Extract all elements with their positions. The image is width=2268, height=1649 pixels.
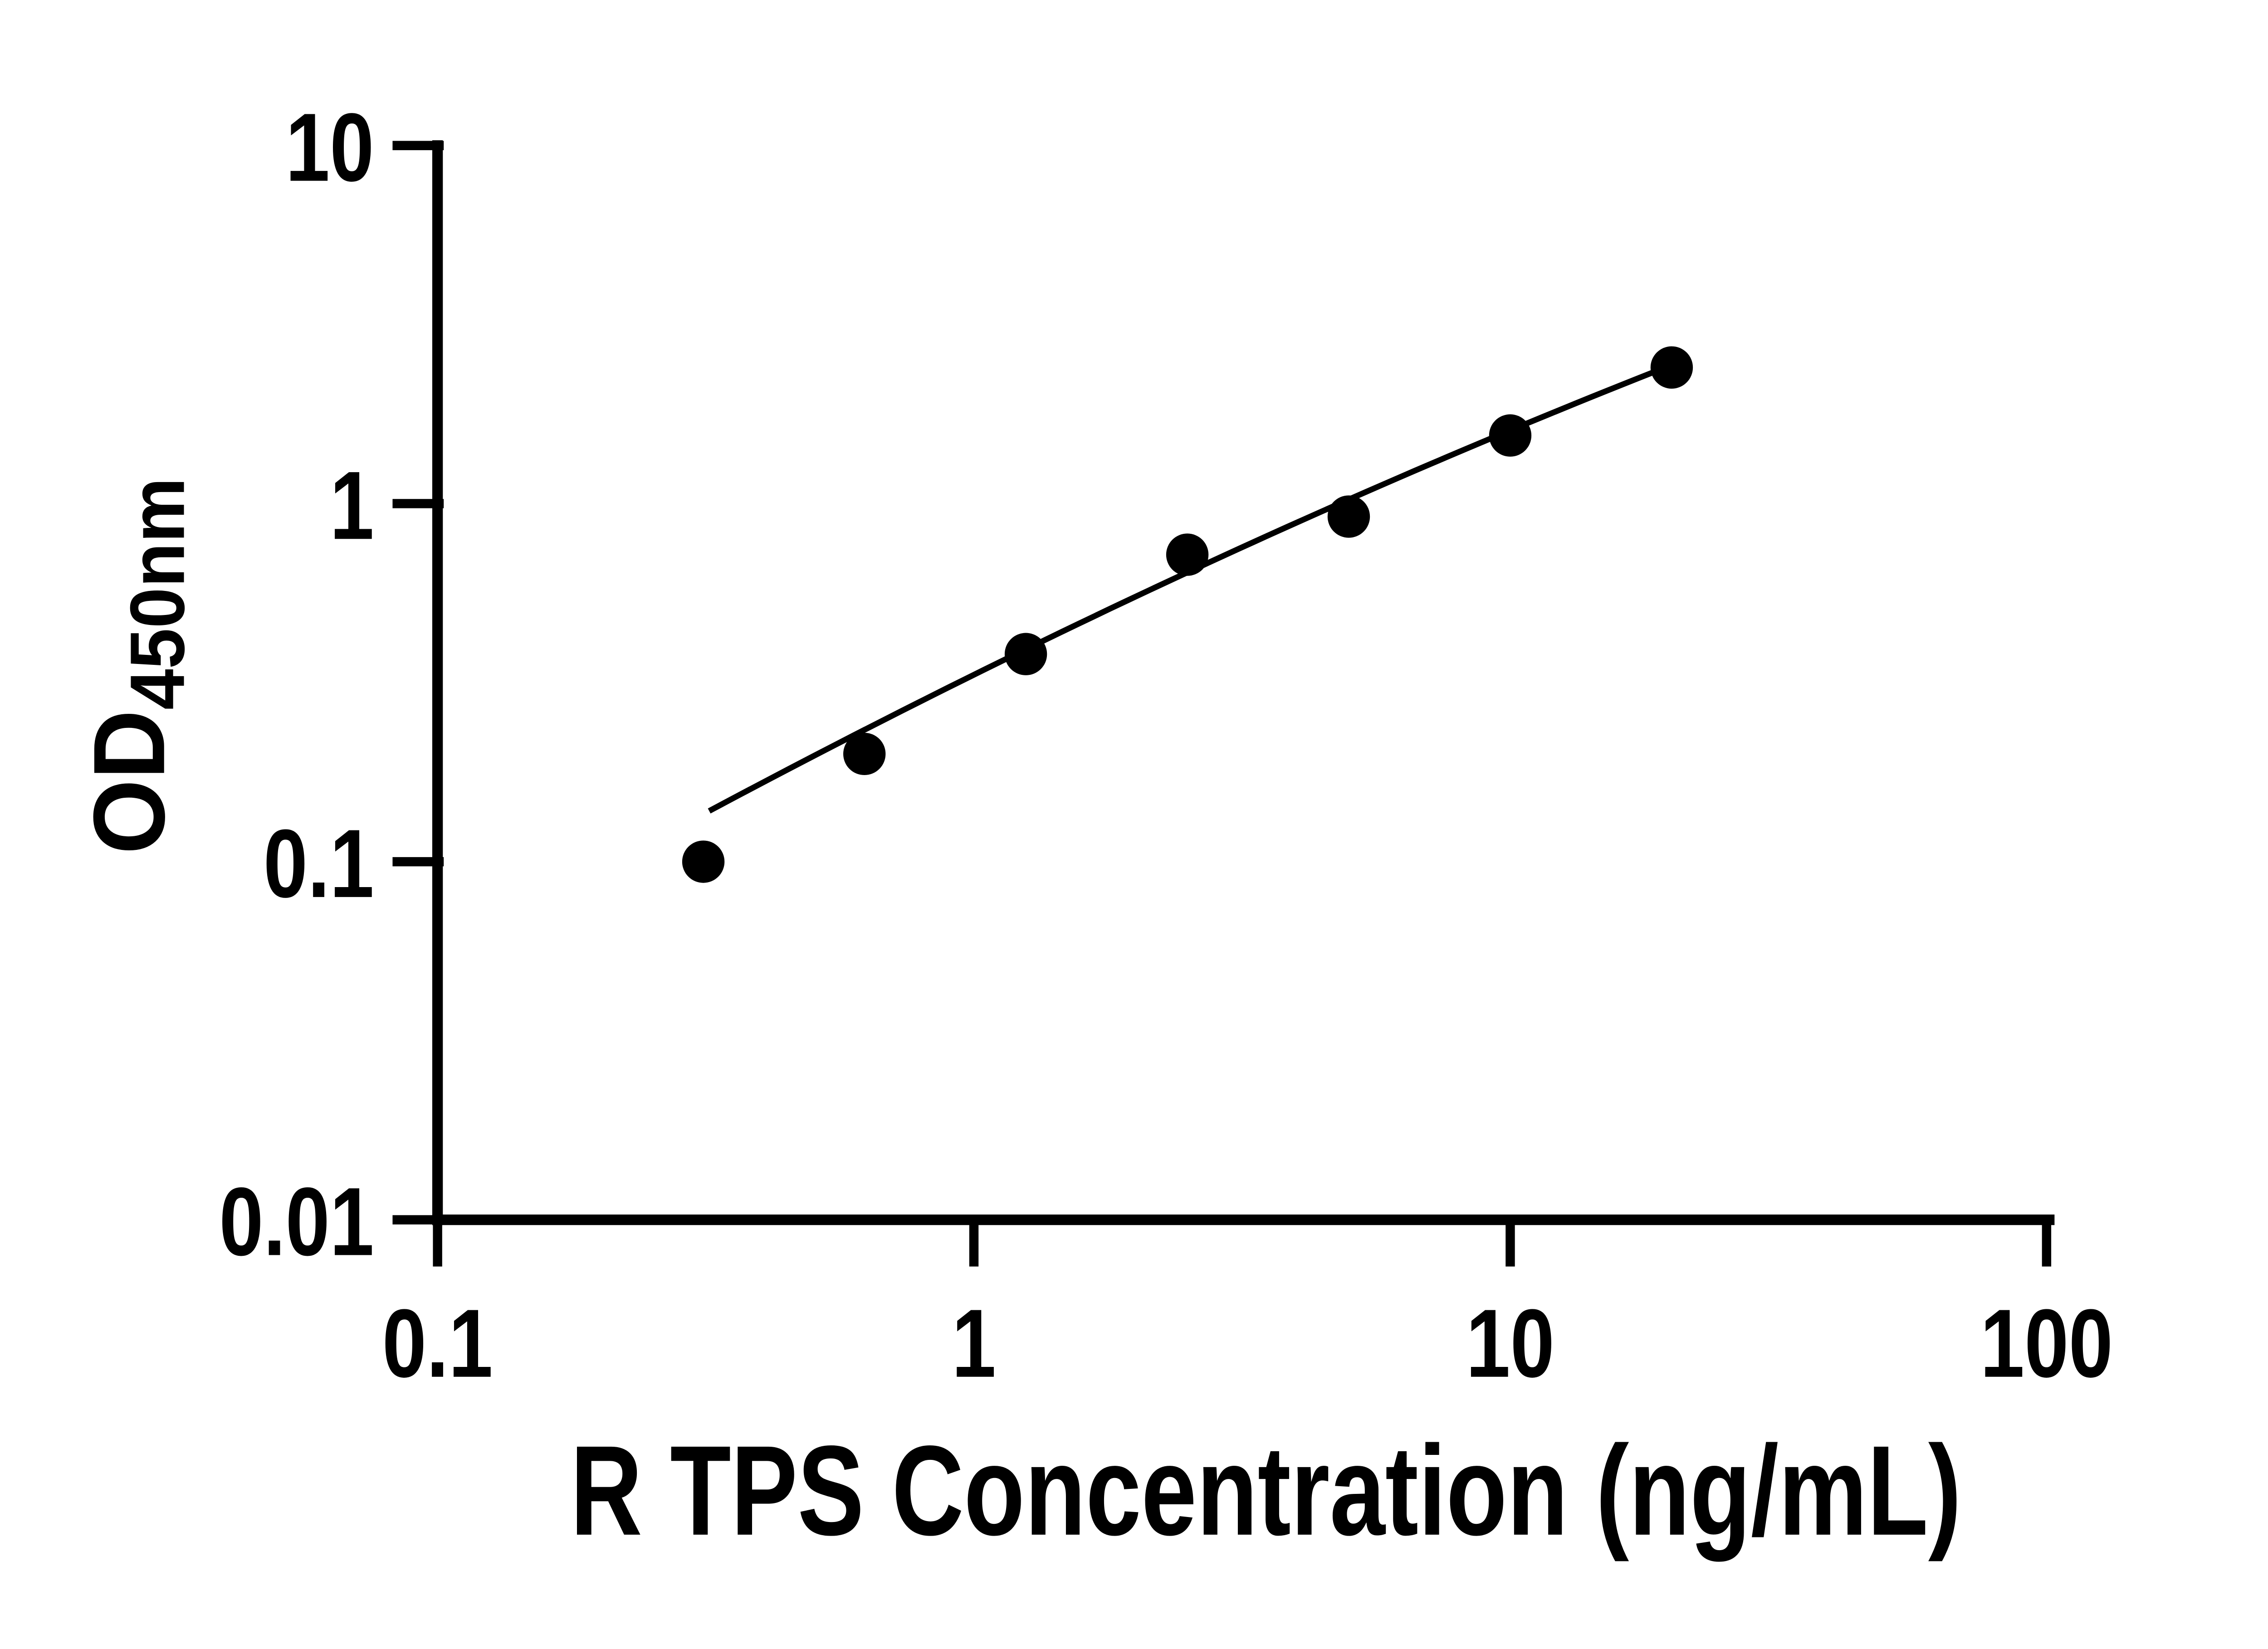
- data-point: [1327, 495, 1370, 538]
- data-point: [1489, 414, 1532, 457]
- data-point: [682, 840, 725, 883]
- y-axis-ticks: [392, 141, 444, 1225]
- x-axis-title: R TPS Concentration (ng/mL): [570, 1419, 1961, 1562]
- y-axis-title-subscript: 450nm: [115, 478, 201, 710]
- x-axis-ticks: [433, 1220, 2052, 1267]
- x-tick-label: 10: [1466, 1289, 1554, 1397]
- x-tick-label: 0.1: [382, 1289, 493, 1397]
- data-point: [1004, 633, 1047, 675]
- y-tick-labels: 10 1 0.1 0.01: [219, 93, 374, 1276]
- y-tick-label: 10: [285, 93, 374, 201]
- y-tick-label: 0.01: [219, 1168, 374, 1276]
- y-tick-label: 1: [330, 452, 374, 560]
- x-tick-label: 100: [1980, 1289, 2113, 1397]
- y-axis-title: OD450nm: [73, 478, 201, 854]
- y-tick-label: 0.1: [264, 810, 374, 917]
- y-axis-title-main: OD: [73, 710, 186, 854]
- data-points-group: [682, 346, 1693, 883]
- data-point: [1166, 533, 1209, 576]
- data-point: [843, 732, 886, 776]
- x-tick-label: 1: [952, 1289, 996, 1397]
- x-tick-labels: 0.1 1 10 100: [382, 1289, 2113, 1397]
- data-point: [1650, 346, 1693, 389]
- standard-curve-figure: 0.1 1 10 100 10 1 0.1 0.01 R TPS Concentration…: [73, 93, 2113, 1562]
